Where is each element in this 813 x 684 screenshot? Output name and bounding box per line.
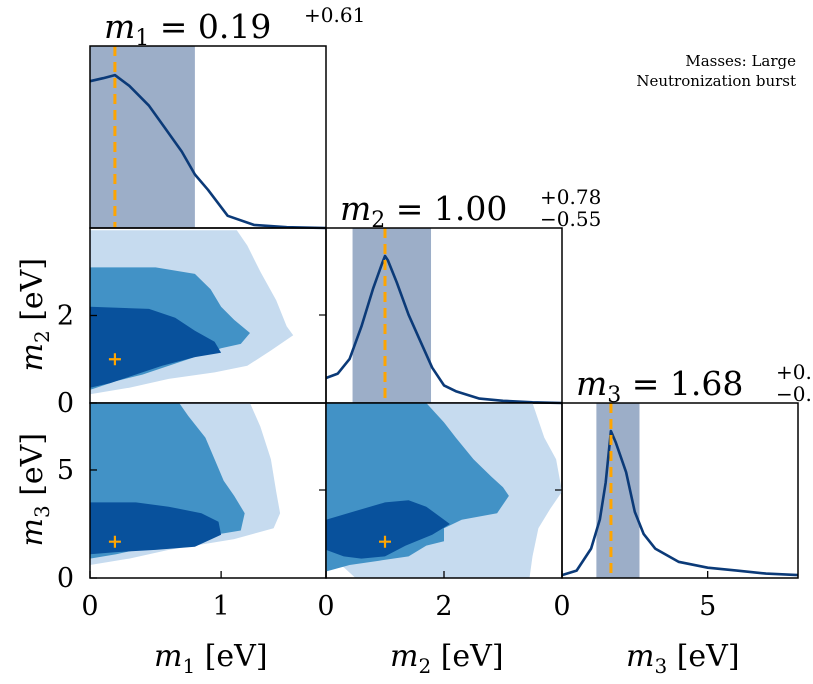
x-tick-label: 0 <box>317 591 334 622</box>
x-tick-label: 0 <box>81 591 98 622</box>
panel-title-m3: m3 = 1.68 <box>576 364 743 408</box>
x-axis-label-m2: m2 [eV] <box>390 639 504 678</box>
y-tick-label: 2 <box>57 301 74 332</box>
x-tick-label: 0 <box>553 591 570 622</box>
panel-title-upper-error: +0.99 <box>776 360 813 384</box>
true-value-marker <box>108 353 121 366</box>
credible-interval-band <box>90 46 195 228</box>
x-tick-label: 5 <box>699 591 716 622</box>
contour-group <box>90 230 294 395</box>
x-axis-m1: 0 1 m1 [eV] <box>81 571 268 678</box>
panel-title-lower-error: −0.55 <box>540 207 601 231</box>
posterior-curve <box>89 73 327 230</box>
y-tick-label: 0 <box>57 388 74 419</box>
marginal-panel-m3: m3 = 1.68 +0.99−0.52 <box>561 360 813 579</box>
joint-panel-m1-m2 <box>89 227 327 404</box>
contour-inner <box>326 500 450 559</box>
y-axis-label-m2: m2 [eV] <box>15 258 54 372</box>
y-axis-m3: 0 5m3 [eV] <box>15 433 97 594</box>
x-axis-label-m3: m3 [eV] <box>626 639 740 678</box>
contour-group <box>326 403 562 578</box>
contour-inner <box>90 502 222 555</box>
x-tick-label: 1 <box>213 591 230 622</box>
panel-title-upper-error: +0.61 <box>304 3 365 27</box>
y-tick-label: 0 <box>57 563 74 594</box>
y-axis-m2: 0 2m2 [eV] <box>15 258 97 419</box>
marginal-panel-m1: m1 = 0.19 +0.61 <box>89 3 365 230</box>
x-axis-m2: 0 2 m2 [eV] <box>317 571 504 678</box>
panel-title-m2: m2 = 1.00 <box>340 189 507 233</box>
contour-group <box>90 403 281 565</box>
annotation-line-2: Neutronization burst <box>636 72 796 90</box>
y-tick-label: 5 <box>57 455 74 486</box>
annotation: Masses: Large Neutronization burst <box>636 52 796 90</box>
joint-panel-m2-m3 <box>325 402 563 579</box>
x-tick-label: 2 <box>435 591 452 622</box>
posterior-curve <box>561 429 799 577</box>
annotation-line-1: Masses: Large <box>685 52 796 70</box>
x-axis-m3: 0 5 m3 [eV] <box>553 571 740 678</box>
true-value-marker <box>108 535 121 548</box>
posterior-curve <box>325 254 563 405</box>
joint-panel-m1-m3 <box>89 402 327 579</box>
panel-title-lower-error: −0.52 <box>776 382 813 406</box>
credible-interval-band <box>596 403 640 578</box>
x-axis-label-m1: m1 [eV] <box>154 639 268 678</box>
marginal-panel-m2: m2 = 1.00 +0.78−0.55 <box>325 185 601 405</box>
true-value-marker <box>379 535 391 548</box>
panel-title-m1: m1 = 0.19 <box>104 7 271 51</box>
contour-inner <box>90 306 222 388</box>
panel-title-upper-error: +0.78 <box>540 185 601 209</box>
y-axis-label-m3: m3 [eV] <box>15 433 54 547</box>
